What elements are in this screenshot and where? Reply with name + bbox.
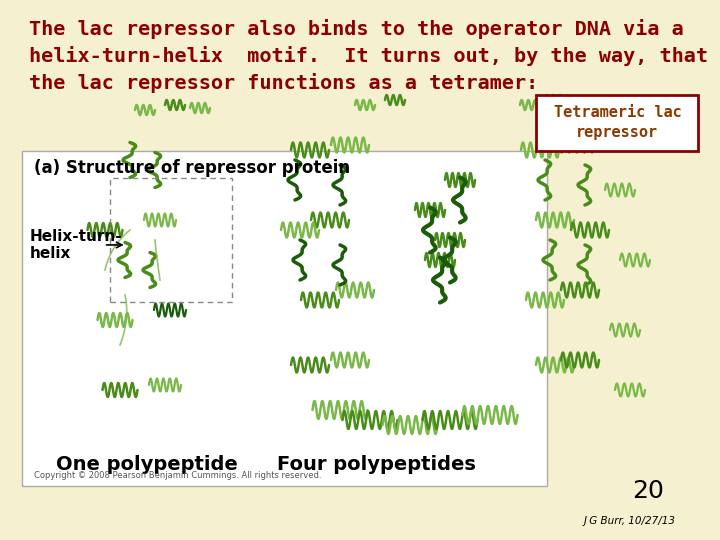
Text: J G Burr, 10/27/13: J G Burr, 10/27/13: [584, 516, 676, 526]
Text: Four polypeptides: Four polypeptides: [277, 455, 476, 474]
Text: (a) Structure of repressor protein: (a) Structure of repressor protein: [34, 159, 350, 177]
Text: One polypeptide: One polypeptide: [55, 455, 238, 474]
Text: The lac repressor also binds to the operator DNA via a
helix-turn-helix  motif. : The lac repressor also binds to the oper…: [29, 19, 708, 93]
Bar: [22, 151, 547, 486]
Bar: [109, 178, 232, 302]
Bar: [536, 94, 698, 151]
Text: Copyright © 2008 Pearson Benjamin Cummings. All rights reserved.: Copyright © 2008 Pearson Benjamin Cummin…: [34, 471, 321, 481]
Text: 20: 20: [632, 480, 664, 503]
Text: Tetrameric lac
repressor: Tetrameric lac repressor: [554, 105, 681, 140]
Text: Helix-turn-
helix: Helix-turn- helix: [30, 229, 122, 261]
